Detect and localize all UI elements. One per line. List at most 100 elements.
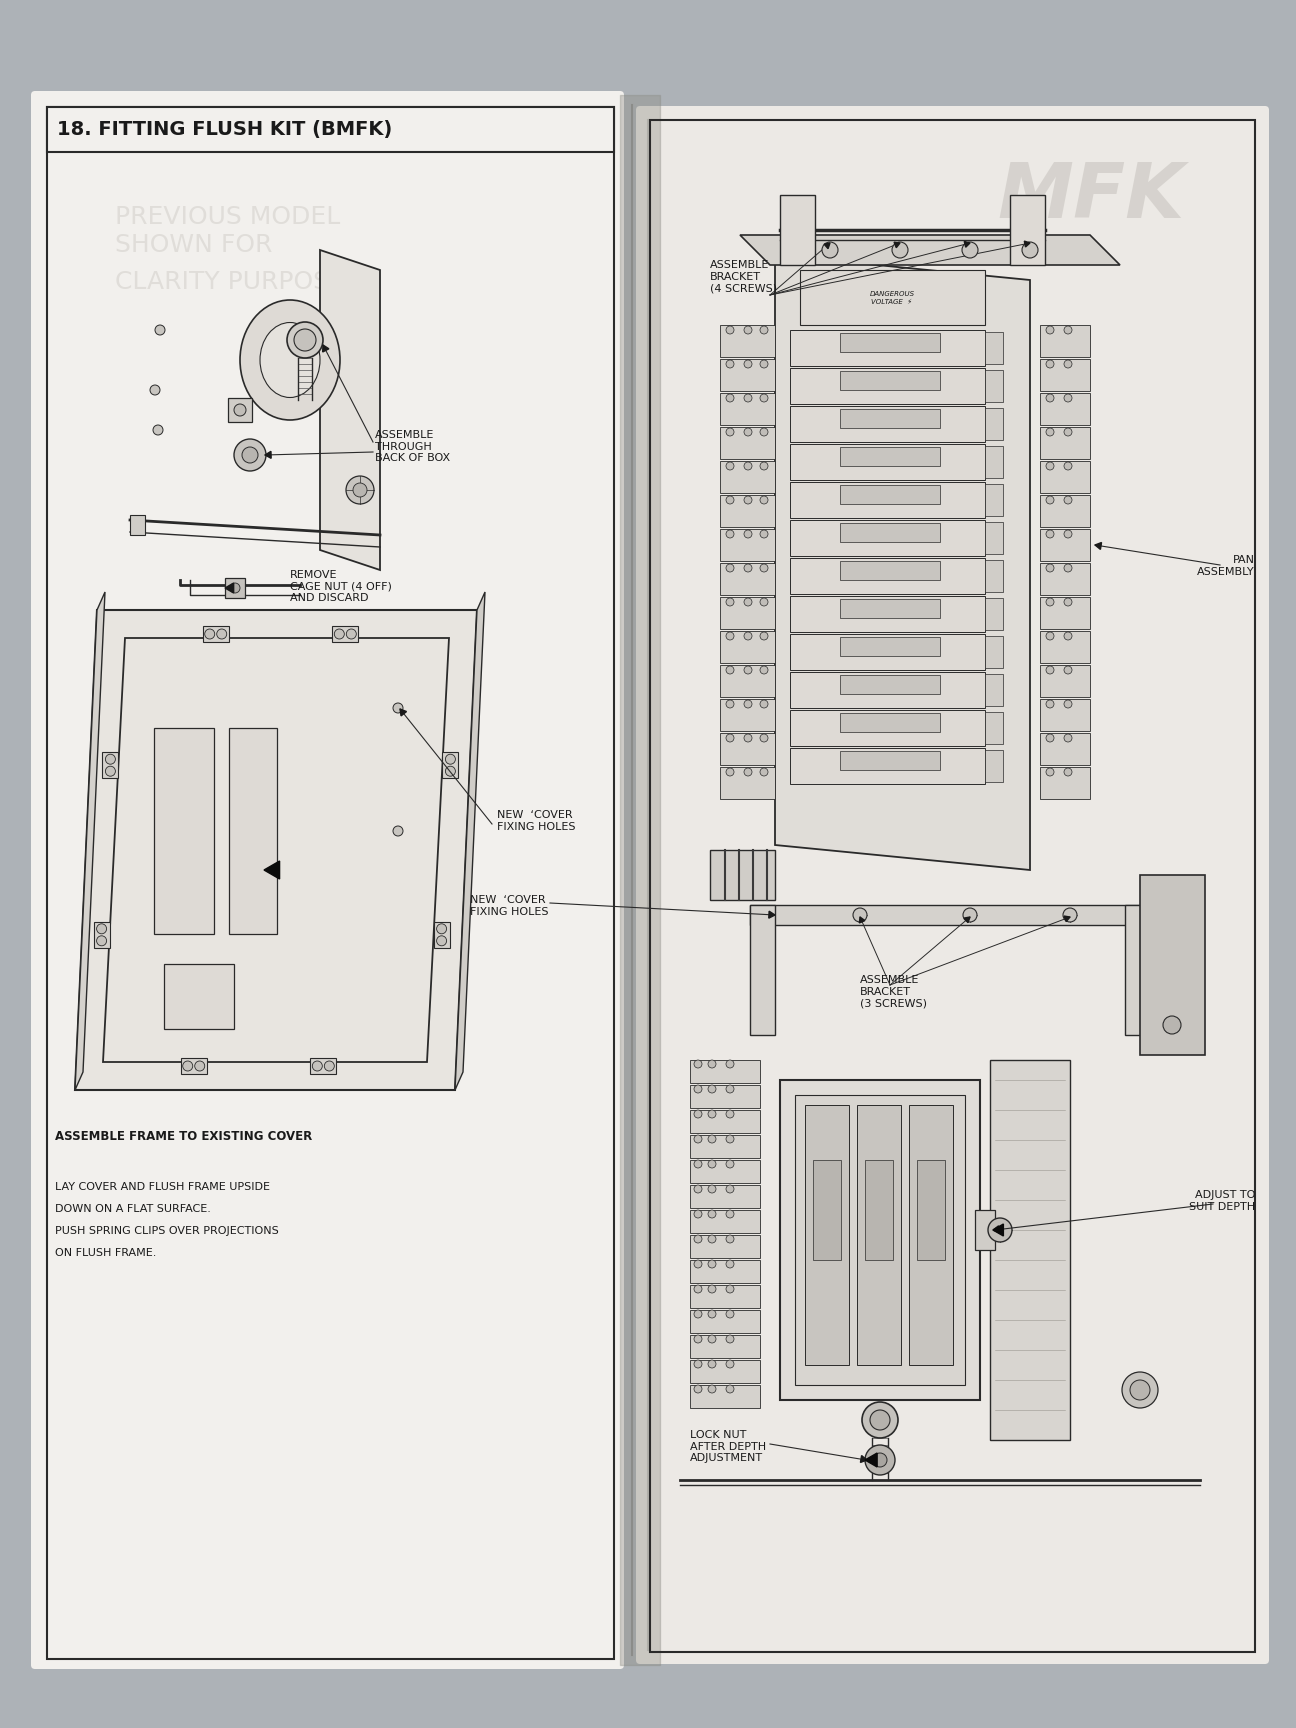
- Bar: [813, 1159, 841, 1260]
- Bar: [689, 1336, 759, 1358]
- Bar: [791, 368, 985, 404]
- Circle shape: [744, 700, 752, 708]
- Circle shape: [822, 242, 839, 257]
- Circle shape: [1046, 632, 1054, 639]
- Polygon shape: [894, 242, 899, 247]
- Bar: [165, 964, 235, 1028]
- Circle shape: [346, 475, 375, 505]
- Circle shape: [446, 753, 455, 764]
- Circle shape: [708, 1236, 715, 1242]
- Text: LAY COVER AND FLUSH FRAME UPSIDE: LAY COVER AND FLUSH FRAME UPSIDE: [54, 1182, 270, 1192]
- Ellipse shape: [240, 301, 340, 420]
- Circle shape: [726, 1185, 734, 1192]
- Circle shape: [1064, 665, 1072, 674]
- Bar: [840, 410, 940, 429]
- Circle shape: [988, 1218, 1012, 1242]
- Bar: [689, 1360, 759, 1382]
- Circle shape: [216, 629, 227, 639]
- Circle shape: [1064, 700, 1072, 708]
- Bar: [791, 520, 985, 556]
- Circle shape: [693, 1185, 702, 1192]
- Bar: [721, 461, 775, 492]
- Circle shape: [693, 1159, 702, 1168]
- Bar: [1039, 665, 1090, 696]
- Bar: [791, 672, 985, 708]
- Polygon shape: [323, 346, 329, 353]
- Text: LOCK NUT
AFTER DEPTH
ADJUSTMENT: LOCK NUT AFTER DEPTH ADJUSTMENT: [689, 1431, 766, 1464]
- Circle shape: [708, 1336, 715, 1343]
- Bar: [791, 634, 985, 670]
- Circle shape: [693, 1109, 702, 1118]
- Circle shape: [1130, 1381, 1150, 1400]
- Bar: [840, 600, 940, 619]
- Bar: [689, 1386, 759, 1408]
- Bar: [689, 1236, 759, 1258]
- Circle shape: [726, 734, 734, 741]
- Circle shape: [294, 328, 316, 351]
- Bar: [985, 750, 1003, 783]
- Polygon shape: [824, 244, 829, 249]
- Circle shape: [759, 530, 769, 537]
- Circle shape: [1064, 359, 1072, 368]
- Circle shape: [105, 766, 115, 776]
- Polygon shape: [264, 861, 280, 880]
- Bar: [332, 626, 358, 643]
- Polygon shape: [964, 918, 969, 923]
- Circle shape: [1046, 429, 1054, 435]
- Circle shape: [744, 598, 752, 607]
- Circle shape: [726, 1059, 734, 1068]
- Circle shape: [726, 665, 734, 674]
- Circle shape: [759, 700, 769, 708]
- Bar: [1039, 767, 1090, 798]
- Bar: [864, 1159, 893, 1260]
- Bar: [47, 107, 614, 152]
- Ellipse shape: [260, 323, 320, 397]
- Bar: [102, 752, 118, 778]
- Bar: [721, 529, 775, 562]
- Circle shape: [693, 1360, 702, 1369]
- Circle shape: [726, 700, 734, 708]
- Circle shape: [759, 632, 769, 639]
- Circle shape: [194, 1061, 205, 1071]
- Circle shape: [726, 1386, 734, 1393]
- Circle shape: [726, 1159, 734, 1168]
- Polygon shape: [750, 905, 775, 1035]
- Circle shape: [693, 1260, 702, 1268]
- Circle shape: [1046, 700, 1054, 708]
- Bar: [985, 332, 1003, 365]
- Circle shape: [726, 359, 734, 368]
- Circle shape: [693, 1386, 702, 1393]
- Circle shape: [205, 629, 215, 639]
- Circle shape: [759, 665, 769, 674]
- Circle shape: [726, 1210, 734, 1218]
- FancyBboxPatch shape: [636, 105, 1269, 1664]
- Bar: [310, 1058, 337, 1075]
- Polygon shape: [769, 911, 775, 918]
- Circle shape: [744, 429, 752, 435]
- Circle shape: [864, 1445, 896, 1476]
- Circle shape: [708, 1260, 715, 1268]
- Bar: [800, 270, 985, 325]
- Bar: [1039, 529, 1090, 562]
- Bar: [689, 1059, 759, 1083]
- Bar: [791, 596, 985, 632]
- Circle shape: [693, 1135, 702, 1142]
- Circle shape: [726, 632, 734, 639]
- Circle shape: [242, 448, 258, 463]
- Circle shape: [759, 563, 769, 572]
- Bar: [1039, 359, 1090, 391]
- Text: ADJUST TO
SUIT DEPTH: ADJUST TO SUIT DEPTH: [1188, 1191, 1255, 1211]
- Circle shape: [1046, 394, 1054, 403]
- Circle shape: [693, 1236, 702, 1242]
- Circle shape: [759, 359, 769, 368]
- Bar: [918, 1159, 945, 1260]
- Circle shape: [1064, 767, 1072, 776]
- Text: PREVIOUS MODEL
SHOWN FOR: PREVIOUS MODEL SHOWN FOR: [115, 206, 341, 257]
- Circle shape: [153, 425, 163, 435]
- Circle shape: [1064, 632, 1072, 639]
- Bar: [721, 563, 775, 594]
- Bar: [791, 444, 985, 480]
- Text: 18. FITTING FLUSH KIT (BMFK): 18. FITTING FLUSH KIT (BMFK): [57, 119, 393, 138]
- Bar: [154, 727, 214, 935]
- Circle shape: [1023, 242, 1038, 257]
